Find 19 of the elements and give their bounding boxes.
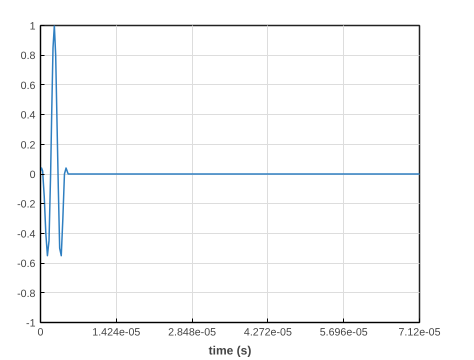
x-tick-label: 4.272e-05 (244, 326, 292, 338)
y-tick-label: -0.4 (17, 228, 36, 240)
y-tick-label: 1 (30, 20, 36, 32)
y-tick-label: -0.8 (17, 288, 36, 300)
x-tick-label: 0 (38, 326, 44, 338)
y-tick-label: 0.6 (20, 80, 36, 92)
y-tick-label: 0.8 (20, 50, 36, 62)
y-tick-label: 0 (30, 169, 36, 181)
x-tick-label: 5.696e-05 (320, 326, 368, 338)
x-tick-label: 1.424e-05 (92, 326, 140, 338)
x-tick-label: 2.848e-05 (168, 326, 216, 338)
y-tick-label: -1 (26, 318, 36, 330)
y-tick-label: 0.2 (20, 139, 36, 152)
y-tick-label: -0.6 (17, 258, 36, 270)
x-tick-label: 7.12e-05 (398, 326, 441, 338)
y-tick-label: -0.2 (17, 198, 36, 211)
x-axis-title: time (s) (208, 344, 252, 358)
line-series (40, 26, 420, 256)
y-tick-label: 0.4 (20, 110, 36, 122)
